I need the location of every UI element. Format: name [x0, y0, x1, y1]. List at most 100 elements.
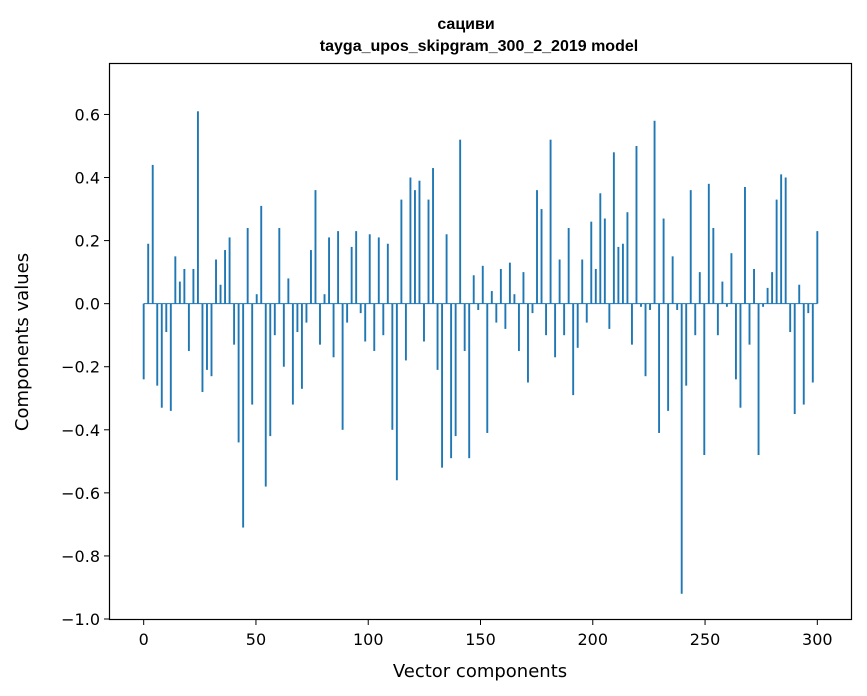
bar — [423, 303, 425, 342]
chart-subtitle: tayga_upos_skipgram_300_2_2019 model — [320, 38, 638, 55]
bar — [644, 303, 647, 377]
bar — [694, 303, 697, 336]
bar — [802, 303, 805, 405]
bar — [513, 294, 516, 304]
x-axis-label: Vector components — [393, 661, 567, 682]
bar — [151, 164, 154, 304]
bar — [671, 256, 674, 304]
bar — [178, 281, 181, 304]
bar — [603, 218, 606, 304]
bar — [296, 303, 299, 333]
bar — [572, 303, 575, 396]
bar-series — [142, 111, 819, 594]
bar — [549, 139, 552, 304]
bar — [563, 303, 566, 336]
bar — [762, 303, 765, 307]
bar — [346, 303, 349, 323]
bar — [739, 303, 742, 408]
y-tick-label: −0.6 — [61, 484, 100, 503]
bar — [400, 199, 403, 304]
bar — [432, 168, 434, 304]
bar — [210, 303, 213, 377]
bar — [260, 205, 263, 304]
x-tick-label: 50 — [246, 630, 266, 649]
bar — [228, 237, 231, 304]
y-tick-label: 0.4 — [75, 169, 100, 188]
bar — [233, 303, 236, 345]
bar — [798, 284, 801, 304]
bar — [576, 303, 579, 348]
bar — [160, 303, 163, 408]
bar — [703, 303, 706, 456]
bar — [531, 303, 534, 314]
bar — [314, 190, 317, 304]
bar — [698, 272, 701, 304]
bar — [653, 120, 656, 304]
bar — [495, 303, 498, 323]
bar — [436, 303, 439, 370]
y-tick-label: −0.8 — [61, 547, 100, 566]
bar — [174, 256, 177, 304]
bar — [305, 303, 308, 323]
bar — [734, 303, 737, 380]
bar — [409, 177, 412, 304]
bar — [255, 294, 258, 304]
bar — [536, 190, 538, 304]
bar — [278, 227, 281, 304]
bar — [414, 190, 416, 304]
y-axis-ticks: −1.0 −0.8 −0.6 −0.4 −0.2 0.0 0.2 0.4 0.6 — [61, 105, 110, 629]
bar — [811, 303, 814, 383]
bar — [585, 303, 588, 323]
bar — [621, 243, 624, 304]
bar — [251, 303, 254, 405]
x-tick-label: 150 — [465, 630, 496, 649]
bar — [545, 303, 548, 336]
bar — [273, 303, 276, 336]
chart-title: сациви — [437, 16, 494, 33]
bar — [355, 231, 358, 304]
bar — [242, 303, 245, 528]
y-axis-label: Components values — [12, 253, 33, 431]
x-tick-label: 0 — [139, 630, 149, 649]
bar — [472, 275, 475, 304]
bar — [215, 259, 217, 304]
bar — [757, 303, 760, 456]
bar — [291, 303, 294, 405]
y-tick-label: 0.0 — [75, 295, 100, 314]
bar — [477, 303, 480, 310]
bar — [504, 303, 507, 329]
bar — [463, 303, 466, 351]
bar — [364, 303, 367, 342]
bar — [156, 303, 159, 386]
bar — [237, 303, 240, 443]
bar — [337, 231, 340, 304]
bar — [454, 303, 457, 437]
bar — [404, 303, 407, 361]
bar — [631, 303, 633, 345]
bar — [626, 212, 629, 304]
bar — [816, 231, 819, 304]
y-tick-label: −0.4 — [61, 421, 100, 440]
bar — [219, 284, 222, 304]
bar — [427, 199, 430, 304]
bar — [676, 303, 679, 310]
bar — [359, 303, 362, 314]
bar — [386, 243, 389, 304]
bar — [282, 303, 285, 367]
bar — [328, 237, 330, 304]
x-tick-label: 250 — [690, 630, 721, 649]
bar — [323, 294, 326, 304]
bar — [775, 199, 778, 304]
bar — [192, 268, 195, 304]
bar — [391, 303, 394, 430]
bar — [649, 303, 651, 310]
bar — [753, 268, 755, 304]
y-tick-label: 0.2 — [75, 232, 100, 251]
bar — [332, 303, 335, 358]
bar — [418, 180, 421, 304]
bar — [617, 246, 620, 304]
y-tick-label: 0.6 — [75, 105, 100, 124]
bar — [350, 246, 353, 304]
bar — [508, 262, 511, 304]
bar — [287, 278, 290, 304]
